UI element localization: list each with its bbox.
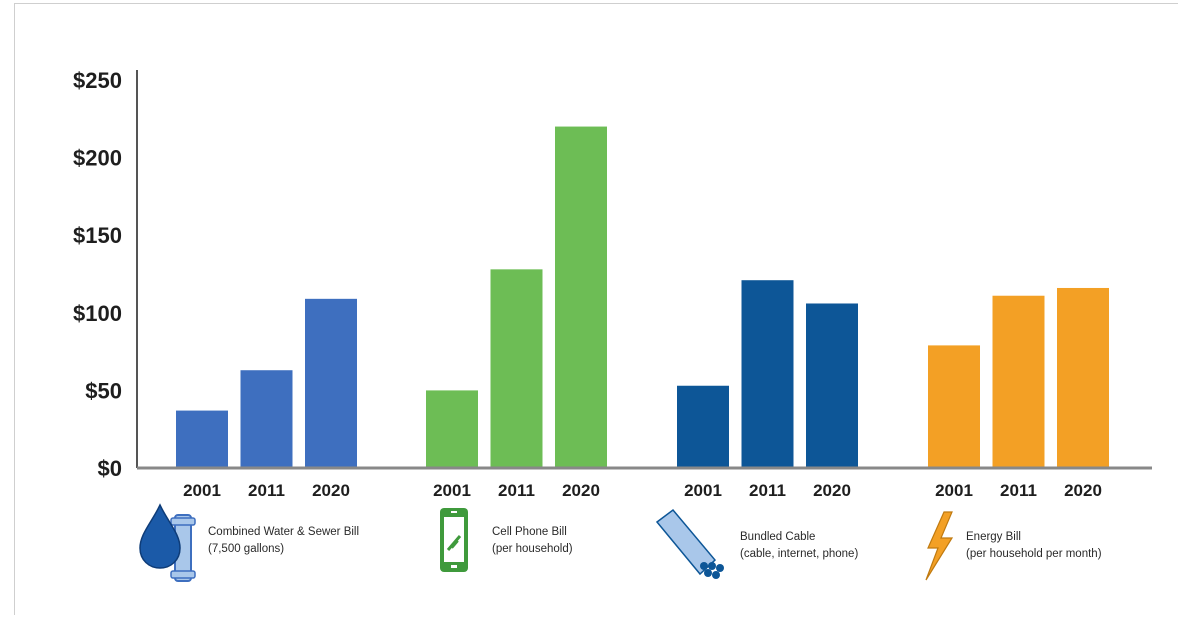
bar-cable-2001 xyxy=(677,385,729,468)
x-tick-label-water-2001: 2001 xyxy=(183,481,221,500)
x-tick-label-cell-2011: 2011 xyxy=(498,481,535,500)
bar-cell-2020 xyxy=(555,126,607,468)
legend-cell-line1: Cell Phone Bill xyxy=(492,526,567,538)
bar-energy-2011 xyxy=(992,295,1045,468)
bar-energy-2020 xyxy=(1057,287,1109,468)
lightning-bolt-icon xyxy=(925,511,954,581)
cell-phone-icon xyxy=(440,508,468,572)
bar-water-2020 xyxy=(305,298,357,468)
water-drop-pipe-icon xyxy=(139,503,196,582)
x-tick-label-cell-2020: 2020 xyxy=(562,481,600,500)
x-tick-label-water-2020: 2020 xyxy=(312,481,350,500)
x-tick-label-cable-2001: 2001 xyxy=(684,481,722,500)
legend-cell-line2: (per household) xyxy=(492,543,573,555)
y-tick-label: $200 xyxy=(73,146,122,171)
bar-water-2011 xyxy=(240,370,293,468)
legend-water-line2: (7,500 gallons) xyxy=(208,543,284,555)
x-tick-label-energy-2020: 2020 xyxy=(1064,481,1102,500)
y-tick-label: $250 xyxy=(73,68,122,93)
legend-energy-line2: (per household per month) xyxy=(966,548,1102,560)
x-tick-label-energy-2011: 2011 xyxy=(1000,481,1037,500)
legend-water-line1: Combined Water & Sewer Bill xyxy=(208,526,359,538)
bar-cable-2020 xyxy=(806,303,858,468)
chart-frame xyxy=(14,3,1178,615)
x-tick-label-cell-2001: 2001 xyxy=(433,481,471,500)
x-axis-labels: 2001 2011 2020 2001 2011 2020 2001 2011 2020 2001… xyxy=(183,481,1102,500)
x-tick-label-energy-2001: 2001 xyxy=(935,481,973,500)
bars xyxy=(176,126,1109,468)
bar-energy-2001 xyxy=(928,345,980,468)
cable-icon xyxy=(655,508,724,579)
y-axis-ticks: $0 $50 $100 $150 $200 $250 xyxy=(73,68,122,481)
y-tick-label: $150 xyxy=(73,223,122,248)
legend-cable-line1: Bundled Cable xyxy=(740,531,815,543)
x-tick-label-cable-2011: 2011 xyxy=(749,481,786,500)
y-tick-label: $100 xyxy=(73,301,122,326)
x-tick-label-water-2011: 2011 xyxy=(248,481,285,500)
y-tick-label: $50 xyxy=(85,378,122,403)
x-tick-label-cable-2020: 2020 xyxy=(813,481,851,500)
bar-cable-2011 xyxy=(741,280,794,468)
legend-cable-line2: (cable, internet, phone) xyxy=(740,548,858,560)
bar-water-2001 xyxy=(176,410,228,468)
y-tick-label: $0 xyxy=(98,456,122,481)
bar-cell-2011 xyxy=(490,269,543,468)
legend-energy-line1: Energy Bill xyxy=(966,531,1021,543)
bar-cell-2001 xyxy=(426,390,478,468)
